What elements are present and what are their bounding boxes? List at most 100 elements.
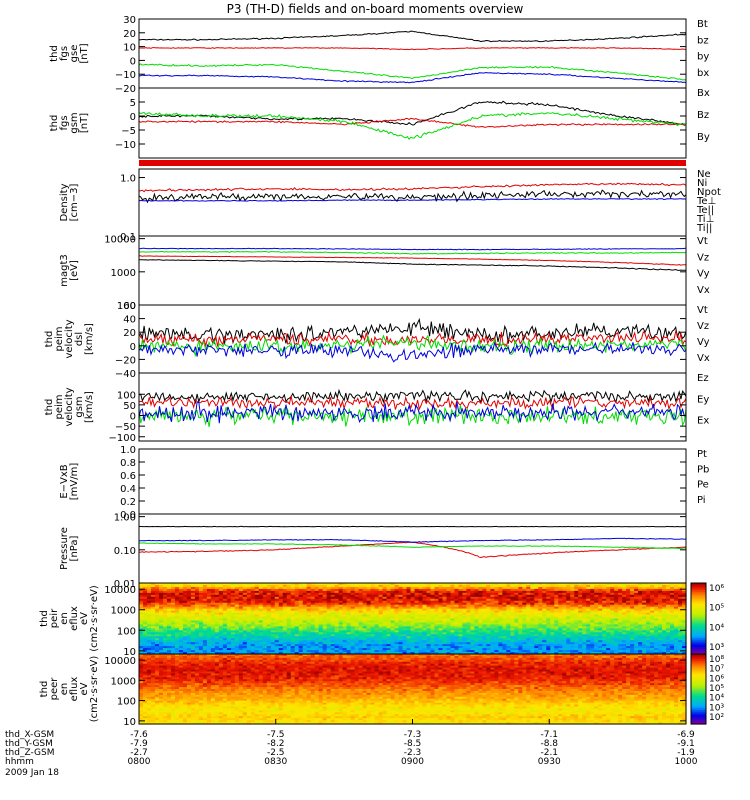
spectrogram-cell [550,650,555,653]
spectrogram-cell [294,598,300,602]
spectrogram-cell [210,642,216,645]
spectrogram-cell [214,608,220,612]
spectrogram-cell [582,588,587,592]
spectrogram-cell [646,606,651,610]
spectrogram-cell [622,606,627,610]
spectrogram-cell [198,620,204,624]
spectrogram-cell [514,606,519,610]
spectrogram-cell [266,624,272,627]
spectrogram-cell [406,640,412,643]
spectrogram-cell [246,622,252,626]
spectrogram-cell [530,588,535,592]
spectrogram-cell [242,640,248,643]
spectrogram-cell [486,622,491,626]
spectrogram-cell [286,590,292,594]
spectrogram-cell [646,592,651,596]
spectrogram-cell [462,608,467,612]
spectrogram-cell [262,624,268,627]
spectrogram-cell [194,604,200,608]
spectrogram-cell [210,622,216,626]
spectrogram-cell [622,646,627,649]
spectrogram-cell [526,640,531,643]
spectrogram-cell [494,598,499,602]
spectrogram-cell [470,624,475,627]
spectrogram-cell [410,614,416,618]
spectrogram-cell [278,612,284,616]
spectrogram-cell [370,634,376,637]
spectrogram-cell [622,590,627,594]
spectrogram-cell [286,594,292,598]
spectrogram-cell [462,618,467,622]
spectrogram-cell [310,598,316,602]
spectrogram-cell [174,598,180,602]
y-tick-label: 30 [123,15,136,26]
spectrogram-cell [394,618,400,622]
spectrogram-cell [302,630,308,633]
spectrogram-cell [522,632,527,635]
spectrogram-cell [322,614,328,618]
spectrogram-cell [598,606,603,610]
spectrogram-cell [338,624,344,627]
spectrogram-cell [142,640,148,643]
spectrogram-cell [178,612,184,616]
spectrogram-cell [506,646,511,649]
spectrogram-cell [570,592,575,596]
spectrogram-cell [186,588,192,592]
spectrogram-cell [274,604,280,608]
spectrogram-cell [666,604,671,608]
spectrogram-cell [366,586,372,590]
spectrogram-cell [142,583,148,586]
spectrogram-cell [226,644,232,647]
spectrogram-cell [590,602,595,606]
spectrogram-cell [274,618,280,622]
spectrogram-cell [510,638,515,641]
spectrogram-cell [586,626,591,629]
y-axis-label: fgs [59,115,70,130]
spectrogram-cell [338,646,344,649]
spectrogram-cell [154,608,160,612]
spectrogram-cell [582,590,587,594]
spectrogram-cell [434,632,440,635]
spectrogram-cell [218,642,224,645]
spectrogram-cell [230,644,236,647]
spectrogram-cell [594,630,599,633]
spectrogram-cell [634,586,639,590]
spectrogram-cell [506,636,511,639]
spectrogram-cell [470,600,475,604]
spectrogram-cell [430,642,436,645]
spectrogram-cell [638,598,643,602]
spectrogram-cell [210,612,216,616]
spectrogram-cell [226,628,232,631]
spectrogram-cell [650,624,655,627]
spectrogram-cell [654,628,659,631]
spectrogram-cell [602,630,607,633]
spectrogram-cell [450,650,456,653]
spectrogram-cell [190,632,196,635]
spectrogram-cell [154,626,160,629]
spectrogram-cell [606,592,611,596]
spectrogram-cell [658,583,663,586]
spectrogram-cell [286,612,292,616]
spectrogram-cell [390,588,396,592]
spectrogram-cell [410,638,416,641]
spectrogram-cell [650,640,655,643]
spectrogram-cell [234,592,240,596]
spectrogram-cell [139,624,144,627]
spectrogram-cell [614,614,619,618]
spectrogram-cell [526,630,531,633]
spectrogram-cell [414,608,420,612]
spectrogram-cell [430,616,436,620]
spectrogram-cell [198,634,204,637]
spectrogram-cell [554,583,559,586]
spectrogram-cell [350,638,356,641]
spectrogram-cell [518,592,523,596]
spectrogram-cell [474,650,479,653]
spectrogram-cell [470,588,475,592]
spectrogram-cell [206,634,212,637]
spectrogram-cell [622,598,627,602]
spectrogram-cell [386,610,392,614]
spectrogram-cell [498,650,503,653]
spectrogram-cell [414,638,420,641]
spectrogram-cell [486,612,491,616]
spectrogram-cell [422,608,428,612]
